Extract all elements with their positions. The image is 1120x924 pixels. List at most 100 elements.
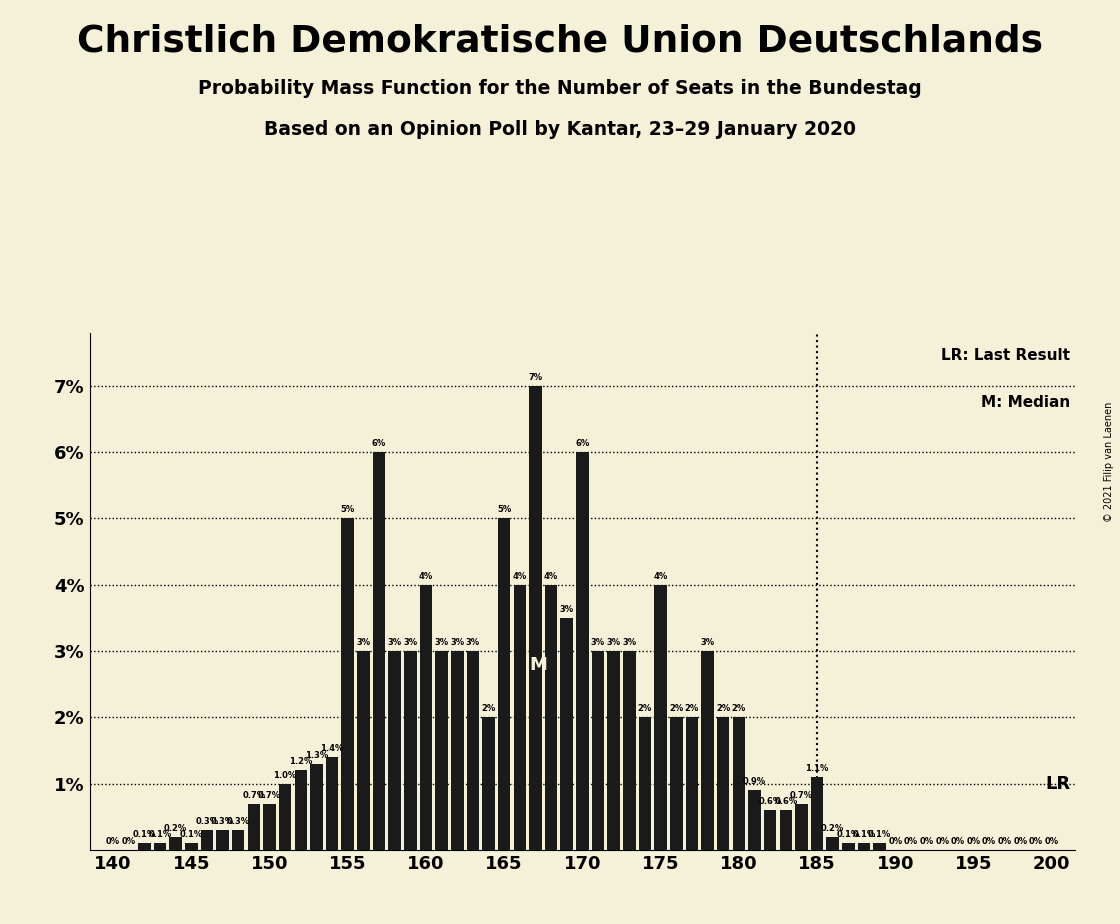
Text: Probability Mass Function for the Number of Seats in the Bundestag: Probability Mass Function for the Number… xyxy=(198,79,922,98)
Bar xyxy=(670,717,682,850)
Bar xyxy=(342,518,354,850)
Bar xyxy=(138,844,150,850)
Text: 0.2%: 0.2% xyxy=(821,824,844,833)
Text: 2%: 2% xyxy=(669,704,683,713)
Text: M: M xyxy=(530,656,548,674)
Text: 3%: 3% xyxy=(607,638,620,647)
Text: 0.2%: 0.2% xyxy=(164,824,187,833)
Bar xyxy=(326,757,338,850)
Bar xyxy=(436,651,448,850)
Text: 3%: 3% xyxy=(623,638,636,647)
Text: 0%: 0% xyxy=(122,837,136,846)
Text: 0.6%: 0.6% xyxy=(774,797,797,807)
Text: 2%: 2% xyxy=(731,704,746,713)
Text: 2%: 2% xyxy=(684,704,699,713)
Text: 2%: 2% xyxy=(716,704,730,713)
Bar xyxy=(748,790,760,850)
Text: 0%: 0% xyxy=(1014,837,1027,846)
Text: 0.1%: 0.1% xyxy=(179,831,203,840)
Bar xyxy=(483,717,495,850)
Bar xyxy=(200,830,213,850)
Text: 0%: 0% xyxy=(982,837,996,846)
Bar xyxy=(232,830,244,850)
Text: 3%: 3% xyxy=(356,638,371,647)
Bar xyxy=(467,651,479,850)
Bar xyxy=(169,837,181,850)
Text: 0.7%: 0.7% xyxy=(258,791,281,799)
Text: 2%: 2% xyxy=(482,704,496,713)
Text: 1.2%: 1.2% xyxy=(289,758,312,767)
Text: 4%: 4% xyxy=(419,572,433,581)
Bar xyxy=(248,804,260,850)
Bar xyxy=(795,804,808,850)
Bar xyxy=(544,585,558,850)
Text: 0%: 0% xyxy=(951,837,965,846)
Bar xyxy=(623,651,635,850)
Bar xyxy=(295,771,307,850)
Bar xyxy=(654,585,666,850)
Text: M: Median: M: Median xyxy=(981,395,1071,409)
Text: 1.0%: 1.0% xyxy=(273,771,297,780)
Bar xyxy=(153,844,166,850)
Bar xyxy=(638,717,651,850)
Text: 0%: 0% xyxy=(1029,837,1043,846)
Text: © 2021 Filip van Laenen: © 2021 Filip van Laenen xyxy=(1104,402,1114,522)
Bar xyxy=(310,764,323,850)
Text: 5%: 5% xyxy=(497,505,512,515)
Text: 3%: 3% xyxy=(435,638,449,647)
Text: 3%: 3% xyxy=(591,638,605,647)
Bar xyxy=(263,804,276,850)
Text: 0%: 0% xyxy=(106,837,120,846)
Text: 0.1%: 0.1% xyxy=(133,831,156,840)
Text: 0.9%: 0.9% xyxy=(743,777,766,786)
Bar xyxy=(216,830,228,850)
Text: 3%: 3% xyxy=(700,638,715,647)
Bar xyxy=(498,518,511,850)
Text: 1.4%: 1.4% xyxy=(320,744,344,753)
Text: 0.7%: 0.7% xyxy=(790,791,813,799)
Text: 6%: 6% xyxy=(576,439,589,448)
Text: 0.3%: 0.3% xyxy=(226,817,250,826)
Bar xyxy=(560,618,573,850)
Text: 3%: 3% xyxy=(560,605,573,614)
Text: 7%: 7% xyxy=(529,372,542,382)
Bar xyxy=(279,784,291,850)
Text: 4%: 4% xyxy=(544,572,558,581)
Bar xyxy=(420,585,432,850)
Text: 0%: 0% xyxy=(998,837,1011,846)
Text: 0%: 0% xyxy=(935,837,950,846)
Text: 2%: 2% xyxy=(638,704,652,713)
Text: 3%: 3% xyxy=(403,638,418,647)
Text: 4%: 4% xyxy=(653,572,668,581)
Bar xyxy=(389,651,401,850)
Bar xyxy=(404,651,417,850)
Bar xyxy=(607,651,620,850)
Bar xyxy=(732,717,745,850)
Text: 3%: 3% xyxy=(450,638,465,647)
Text: 1.1%: 1.1% xyxy=(805,764,829,773)
Text: 1.3%: 1.3% xyxy=(305,751,328,760)
Text: 0%: 0% xyxy=(904,837,918,846)
Text: 0.7%: 0.7% xyxy=(242,791,265,799)
Text: 6%: 6% xyxy=(372,439,386,448)
Text: 0%: 0% xyxy=(1045,837,1058,846)
Text: 0%: 0% xyxy=(967,837,981,846)
Text: 3%: 3% xyxy=(466,638,480,647)
Text: 0.1%: 0.1% xyxy=(868,831,892,840)
Bar xyxy=(717,717,729,850)
Text: 0%: 0% xyxy=(920,837,934,846)
Bar xyxy=(451,651,464,850)
Bar xyxy=(514,585,526,850)
Bar xyxy=(576,452,589,850)
Bar xyxy=(591,651,605,850)
Bar xyxy=(701,651,713,850)
Text: Based on an Opinion Poll by Kantar, 23–29 January 2020: Based on an Opinion Poll by Kantar, 23–2… xyxy=(264,120,856,140)
Bar xyxy=(858,844,870,850)
Bar xyxy=(764,810,776,850)
Text: LR: Last Result: LR: Last Result xyxy=(941,348,1071,363)
Text: 0%: 0% xyxy=(888,837,903,846)
Bar xyxy=(842,844,855,850)
Text: 0.6%: 0.6% xyxy=(758,797,782,807)
Bar xyxy=(874,844,886,850)
Text: 5%: 5% xyxy=(340,505,355,515)
